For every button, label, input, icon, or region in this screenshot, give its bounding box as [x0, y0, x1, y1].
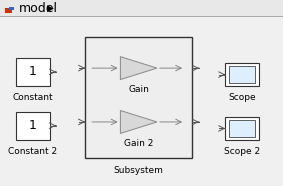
- Text: 1: 1: [29, 65, 37, 78]
- Bar: [5, 8, 12, 13]
- Polygon shape: [120, 110, 157, 133]
- Text: Gain 2: Gain 2: [124, 139, 153, 148]
- Text: Scope 2: Scope 2: [224, 147, 260, 156]
- Text: 1: 1: [29, 119, 37, 132]
- FancyBboxPatch shape: [0, 0, 283, 16]
- Text: Scope: Scope: [228, 93, 256, 102]
- FancyBboxPatch shape: [229, 120, 255, 137]
- FancyBboxPatch shape: [0, 16, 283, 17]
- Text: Subsystem: Subsystem: [114, 166, 164, 175]
- FancyBboxPatch shape: [225, 63, 259, 86]
- Bar: [9, 7, 14, 10]
- FancyBboxPatch shape: [16, 58, 50, 86]
- FancyBboxPatch shape: [229, 66, 255, 83]
- Polygon shape: [120, 57, 157, 80]
- Text: ▶: ▶: [47, 4, 53, 13]
- FancyBboxPatch shape: [85, 37, 192, 158]
- FancyBboxPatch shape: [16, 112, 50, 140]
- Text: Constant 2: Constant 2: [8, 147, 57, 156]
- Text: Constant: Constant: [12, 93, 53, 102]
- Text: model: model: [18, 2, 57, 15]
- FancyBboxPatch shape: [225, 117, 259, 140]
- Text: Gain: Gain: [128, 85, 149, 94]
